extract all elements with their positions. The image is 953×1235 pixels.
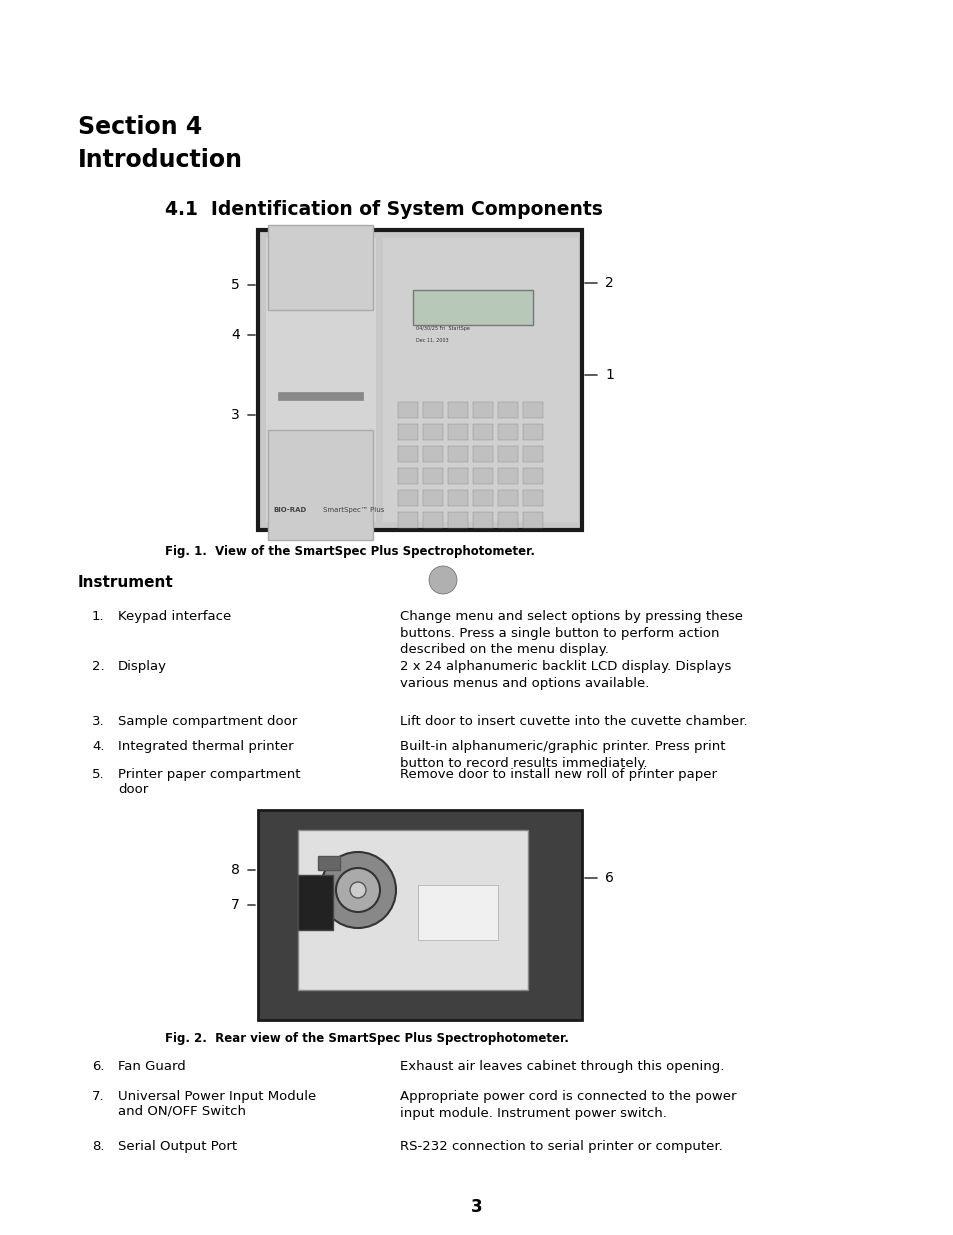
Text: Remove door to install new roll of printer paper: Remove door to install new roll of print… xyxy=(399,768,717,781)
Text: BIO-RAD: BIO-RAD xyxy=(273,508,306,513)
Text: 7.: 7. xyxy=(91,1091,105,1103)
Circle shape xyxy=(335,868,379,911)
Bar xyxy=(448,403,468,417)
Text: 4: 4 xyxy=(231,329,240,342)
Bar xyxy=(473,403,493,417)
Text: 2: 2 xyxy=(604,275,613,290)
Bar xyxy=(397,403,417,417)
Bar xyxy=(522,468,542,484)
Text: 1: 1 xyxy=(604,368,613,382)
Bar xyxy=(422,513,442,529)
Bar xyxy=(422,490,442,506)
Bar xyxy=(422,468,442,484)
Bar xyxy=(522,424,542,440)
Text: Fig. 2.  Rear view of the SmartSpec Plus Spectrophotometer.: Fig. 2. Rear view of the SmartSpec Plus … xyxy=(165,1032,568,1045)
Text: Change menu and select options by pressing these
buttons. Press a single button : Change menu and select options by pressi… xyxy=(399,610,742,656)
Bar xyxy=(417,885,497,940)
Circle shape xyxy=(429,566,456,594)
Bar xyxy=(522,446,542,462)
Text: Fig. 1.  View of the SmartSpec Plus Spectrophotometer.: Fig. 1. View of the SmartSpec Plus Spect… xyxy=(165,545,535,558)
Bar xyxy=(297,830,527,990)
Text: Dec 11, 2003: Dec 11, 2003 xyxy=(416,338,448,343)
Bar xyxy=(397,446,417,462)
Bar xyxy=(497,424,517,440)
Bar xyxy=(397,490,417,506)
Text: Fan Guard: Fan Guard xyxy=(118,1060,186,1073)
Bar xyxy=(397,468,417,484)
Text: 8.: 8. xyxy=(91,1140,105,1153)
Bar xyxy=(448,424,468,440)
Text: Sample compartment door: Sample compartment door xyxy=(118,715,297,727)
Bar xyxy=(397,513,417,529)
Bar xyxy=(497,468,517,484)
Bar xyxy=(497,490,517,506)
Bar xyxy=(422,446,442,462)
Text: 1.: 1. xyxy=(91,610,105,622)
Bar xyxy=(257,810,581,1020)
Bar xyxy=(497,513,517,529)
Text: 3: 3 xyxy=(471,1198,482,1216)
Bar xyxy=(277,391,363,400)
Text: 4.1  Identification of System Components: 4.1 Identification of System Components xyxy=(165,200,602,219)
Bar xyxy=(257,230,581,530)
Text: Lift door to insert cuvette into the cuvette chamber.: Lift door to insert cuvette into the cuv… xyxy=(399,715,747,727)
Bar xyxy=(422,403,442,417)
Bar xyxy=(266,238,375,522)
Text: RS-232 connection to serial printer or computer.: RS-232 connection to serial printer or c… xyxy=(399,1140,722,1153)
Bar xyxy=(522,513,542,529)
Bar xyxy=(448,468,468,484)
Text: Printer paper compartment
door: Printer paper compartment door xyxy=(118,768,300,797)
Bar xyxy=(422,424,442,440)
Bar xyxy=(448,513,468,529)
Text: 04/30/25 Fri  StartSpe: 04/30/25 Fri StartSpe xyxy=(416,326,470,331)
Bar xyxy=(268,430,373,540)
Bar xyxy=(473,490,493,506)
Bar xyxy=(397,424,417,440)
Circle shape xyxy=(319,852,395,927)
Bar xyxy=(522,403,542,417)
Text: Introduction: Introduction xyxy=(78,148,243,172)
Bar xyxy=(448,490,468,506)
Bar xyxy=(522,490,542,506)
Bar xyxy=(268,225,373,310)
Text: Instrument: Instrument xyxy=(78,576,173,590)
Text: Integrated thermal printer: Integrated thermal printer xyxy=(118,740,294,753)
Text: 2 x 24 alphanumeric backlit LCD display. Displays
various menus and options avai: 2 x 24 alphanumeric backlit LCD display.… xyxy=(399,659,731,689)
Bar xyxy=(413,290,533,325)
Text: 5.: 5. xyxy=(91,768,105,781)
Bar xyxy=(473,513,493,529)
Bar xyxy=(448,446,468,462)
Text: Built-in alphanumeric/graphic printer. Press print
button to record results imme: Built-in alphanumeric/graphic printer. P… xyxy=(399,740,724,769)
Text: Universal Power Input Module
and ON/OFF Switch: Universal Power Input Module and ON/OFF … xyxy=(118,1091,315,1118)
Text: SmartSpec™ Plus: SmartSpec™ Plus xyxy=(323,508,384,513)
Text: Display: Display xyxy=(118,659,167,673)
Bar xyxy=(497,446,517,462)
Text: Appropriate power cord is connected to the power
input module. Instrument power : Appropriate power cord is connected to t… xyxy=(399,1091,736,1119)
Bar xyxy=(297,876,333,930)
Text: 3.: 3. xyxy=(91,715,105,727)
Circle shape xyxy=(350,882,366,898)
Text: Section 4: Section 4 xyxy=(78,115,202,140)
Text: 5: 5 xyxy=(231,278,240,291)
Text: Exhaust air leaves cabinet through this opening.: Exhaust air leaves cabinet through this … xyxy=(399,1060,723,1073)
Text: 2.: 2. xyxy=(91,659,105,673)
Bar xyxy=(317,856,339,869)
Text: Keypad interface: Keypad interface xyxy=(118,610,231,622)
Text: 7: 7 xyxy=(231,898,240,911)
Text: 8: 8 xyxy=(231,863,240,877)
Bar xyxy=(473,446,493,462)
Bar xyxy=(382,238,578,522)
Text: Serial Output Port: Serial Output Port xyxy=(118,1140,237,1153)
Text: 4.: 4. xyxy=(91,740,105,753)
Bar xyxy=(473,468,493,484)
Bar xyxy=(473,424,493,440)
Text: 6.: 6. xyxy=(91,1060,105,1073)
Text: 3: 3 xyxy=(231,408,240,422)
Bar xyxy=(497,403,517,417)
Text: 6: 6 xyxy=(604,871,613,885)
